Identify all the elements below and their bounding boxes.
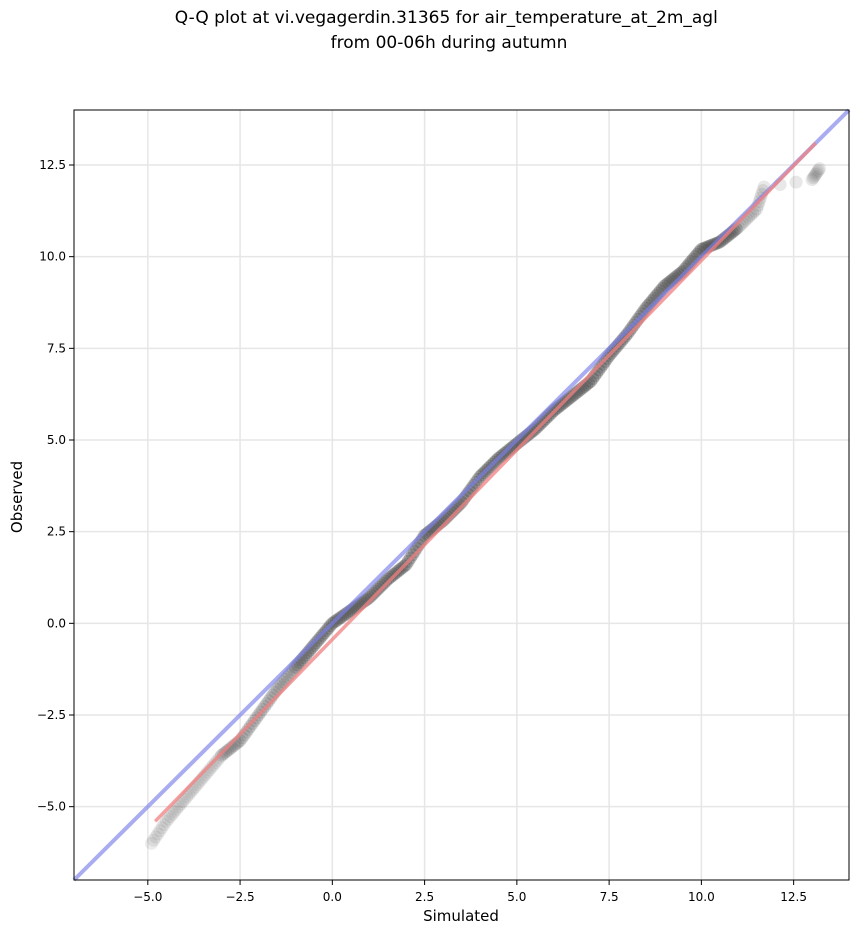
data-point xyxy=(368,585,382,599)
data-point xyxy=(806,171,820,185)
data-point xyxy=(163,809,177,823)
fit-line xyxy=(153,141,818,823)
data-point xyxy=(157,817,171,831)
chart-title-line-2: from 00-06h during autumn xyxy=(331,33,568,53)
data-point xyxy=(145,836,158,850)
data-point xyxy=(243,719,257,733)
data-point xyxy=(383,571,397,585)
data-point xyxy=(809,167,823,181)
x-tick-label: 7.5 xyxy=(600,890,619,904)
x-tick-label: 12.5 xyxy=(780,890,807,904)
data-point xyxy=(594,360,608,374)
y-tick-label: 0.0 xyxy=(47,616,66,630)
data-point xyxy=(260,697,274,711)
data-point xyxy=(808,169,822,183)
y-axis: −5.0 −2.5 0.0 2.5 5.0 7.5 10.0 12.5 xyxy=(37,158,74,814)
y-tick-label: −2.5 xyxy=(37,708,66,722)
data-point xyxy=(805,173,819,187)
data-point xyxy=(311,633,325,647)
data-point xyxy=(206,758,220,772)
data-point xyxy=(811,164,825,177)
data-point xyxy=(161,812,175,826)
reference-line xyxy=(72,108,851,882)
chart-title: Q-Q plot at vi.vegagerdin.31365 for air_… xyxy=(175,8,723,53)
lines xyxy=(72,108,851,882)
data-point xyxy=(336,609,350,623)
data-point xyxy=(208,756,222,770)
data-point xyxy=(375,578,389,592)
data-point xyxy=(567,387,581,401)
data-point xyxy=(407,545,421,559)
x-tick-label: 2.5 xyxy=(415,890,434,904)
data-point xyxy=(812,162,826,176)
points xyxy=(145,162,826,850)
data-point xyxy=(149,830,163,844)
x-tick-label: 0.0 xyxy=(323,890,342,904)
data-point xyxy=(381,572,395,586)
grid xyxy=(74,110,849,880)
data-point xyxy=(204,761,218,775)
data-point xyxy=(151,827,165,841)
y-tick-label: 10.0 xyxy=(39,250,66,264)
data-point xyxy=(366,587,380,601)
data-point xyxy=(789,175,803,189)
data-point xyxy=(379,574,393,588)
data-point xyxy=(362,591,376,605)
data-point xyxy=(565,389,579,403)
x-tick-label: −5.0 xyxy=(133,890,162,904)
data-point xyxy=(167,805,181,819)
data-point xyxy=(596,357,610,371)
data-point xyxy=(364,589,378,603)
data-point xyxy=(159,814,173,828)
data-point xyxy=(623,324,637,338)
plot-frame xyxy=(73,109,850,881)
y-tick-label: 5.0 xyxy=(47,433,66,447)
data-point xyxy=(147,833,161,847)
x-tick-label: 5.0 xyxy=(507,890,526,904)
data-point xyxy=(810,165,824,179)
y-tick-label: 7.5 xyxy=(47,341,66,355)
data-point xyxy=(241,722,255,736)
x-tick-label: 10.0 xyxy=(688,890,715,904)
data-point xyxy=(153,824,167,838)
y-tick-label: −5.0 xyxy=(37,800,66,814)
data-point xyxy=(370,583,384,597)
data-point xyxy=(221,743,235,757)
data-point xyxy=(262,694,276,708)
data-point xyxy=(165,807,179,821)
data-point xyxy=(170,802,184,816)
x-tick-label: −2.5 xyxy=(226,890,255,904)
data-point xyxy=(219,745,233,759)
data-point xyxy=(377,576,391,590)
data-point xyxy=(155,821,169,835)
x-axis: −5.0 −2.5 0.0 2.5 5.0 7.5 10.0 12.5 xyxy=(133,880,807,904)
data-point xyxy=(372,580,386,594)
y-tick-label: 12.5 xyxy=(39,158,66,172)
chart-title-line-1: Q-Q plot at vi.vegagerdin.31365 for air_… xyxy=(175,8,718,28)
y-tick-label: 2.5 xyxy=(47,525,66,539)
data-point xyxy=(217,747,231,761)
data-point xyxy=(569,386,583,400)
x-axis-label: Simulated xyxy=(423,907,499,925)
data-point xyxy=(211,753,225,767)
y-axis-label: Observed xyxy=(8,461,26,533)
data-point xyxy=(309,636,323,650)
data-point xyxy=(172,800,186,814)
